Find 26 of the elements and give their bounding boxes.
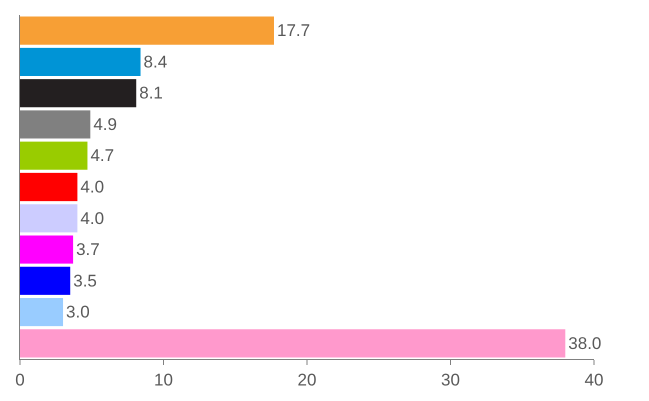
data-label: 4.0 — [80, 208, 104, 228]
data-label: 8.4 — [144, 52, 168, 72]
bar — [20, 79, 136, 108]
bar — [20, 204, 78, 232]
bar — [20, 329, 566, 358]
data-label: 4.9 — [93, 114, 117, 134]
bar — [20, 48, 141, 76]
bar — [20, 172, 78, 202]
bar — [20, 16, 274, 45]
x-tick-label: 30 — [441, 370, 460, 390]
bar — [20, 142, 88, 170]
x-tick-label: 20 — [298, 370, 316, 390]
x-tick-label: 40 — [584, 370, 604, 390]
x-tick-label: 10 — [154, 370, 173, 390]
data-label: 3.5 — [73, 271, 97, 290]
data-label: 3.0 — [66, 302, 90, 322]
bar — [20, 266, 70, 295]
data-label: 8.1 — [139, 84, 163, 103]
data-label: 3.7 — [76, 240, 100, 260]
data-label: 4.0 — [80, 178, 104, 196]
bar — [20, 235, 74, 264]
data-label: 17.7 — [276, 21, 310, 40]
data-label: 4.7 — [90, 146, 114, 166]
bar — [20, 298, 64, 326]
x-tick-label: 0 — [15, 370, 25, 390]
data-label: 38.0 — [568, 334, 602, 353]
